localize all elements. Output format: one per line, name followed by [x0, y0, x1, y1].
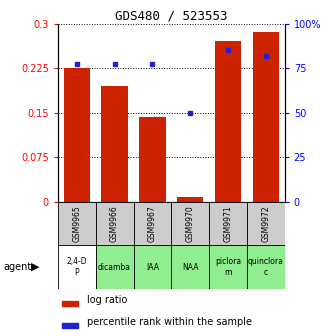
Text: GSM9965: GSM9965 [72, 205, 81, 242]
Bar [209, 202, 247, 245]
Bar [209, 245, 247, 289]
Bar [64, 68, 90, 202]
Text: GSM9972: GSM9972 [261, 205, 270, 242]
Text: dicamba: dicamba [98, 263, 131, 271]
Bar [247, 202, 285, 245]
Bar [133, 245, 171, 289]
Text: IAA: IAA [146, 263, 159, 271]
Bar [58, 202, 96, 245]
Text: GSM9967: GSM9967 [148, 205, 157, 242]
Bar [63, 301, 78, 306]
Bar [96, 245, 133, 289]
Bar [139, 117, 166, 202]
Bar [96, 202, 133, 245]
Title: GDS480 / 523553: GDS480 / 523553 [115, 9, 227, 23]
Bar [63, 323, 78, 328]
Bar [247, 245, 285, 289]
Bar [101, 86, 128, 202]
Text: agent: agent [3, 262, 31, 272]
Bar [171, 202, 209, 245]
Bar [58, 245, 96, 289]
Bar [133, 202, 171, 245]
Text: ▶: ▶ [31, 262, 40, 272]
Text: GSM9971: GSM9971 [223, 205, 232, 242]
Text: piclora
m: piclora m [215, 257, 241, 277]
Bar [171, 245, 209, 289]
Bar [177, 198, 204, 202]
Text: GSM9970: GSM9970 [186, 205, 195, 242]
Text: quinclora
c: quinclora c [248, 257, 284, 277]
Text: percentile rank within the sample: percentile rank within the sample [87, 317, 253, 327]
Text: 2,4-D
P: 2,4-D P [67, 257, 87, 277]
Text: log ratio: log ratio [87, 295, 128, 305]
Bar [215, 41, 241, 202]
Text: GSM9966: GSM9966 [110, 205, 119, 242]
Text: NAA: NAA [182, 263, 199, 271]
Bar [253, 33, 279, 202]
